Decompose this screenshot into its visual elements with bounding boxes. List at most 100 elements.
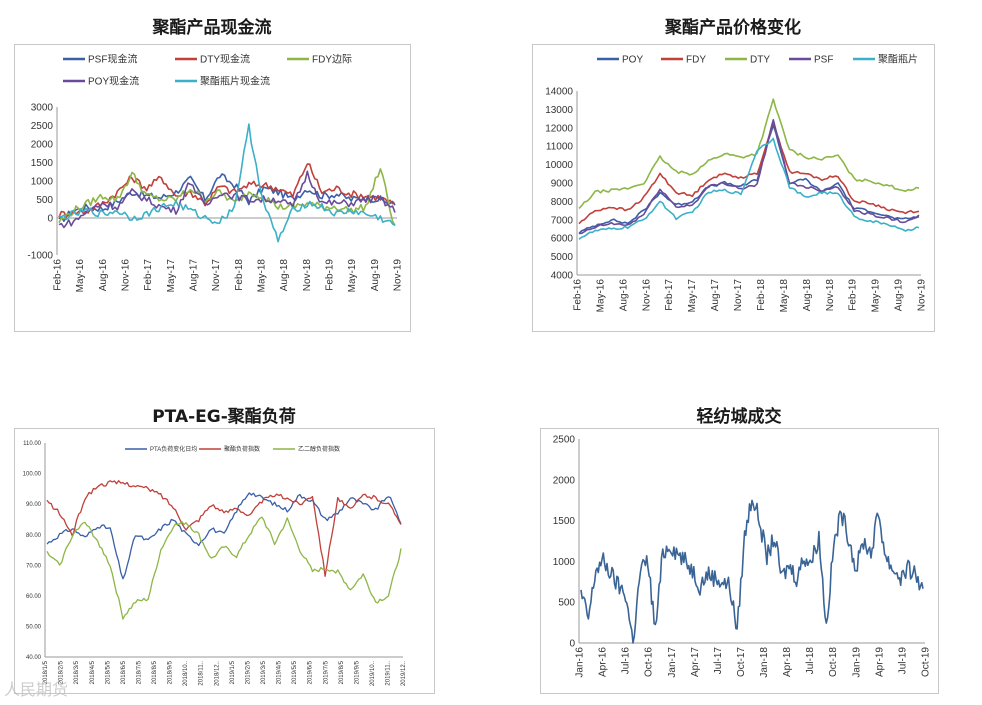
x-tick-label: Aug-16	[618, 279, 629, 312]
legend-label: 聚酯瓶片	[878, 53, 918, 66]
load-chart: 40.00 50.00 60.00 70.00 80.00 90.00 100.00 110.…	[23, 441, 407, 686]
x-tick-label: Apr-18	[782, 647, 793, 677]
y-tick-label: 5000	[551, 252, 574, 263]
x-tick-label: 2018/6/5	[121, 660, 127, 684]
legend-label: DTY	[750, 55, 770, 66]
y-tick-label: 7000	[551, 215, 574, 226]
price-chart: 4000 5000 6000 7000 8000 9000 10000 11000 12000 1…	[545, 53, 927, 313]
x-tick-label: 2019/11..	[386, 661, 392, 686]
x-tick-label: Feb-19	[325, 259, 336, 291]
legend-label: PSF现金流	[88, 53, 137, 66]
x-tick-label: 2018/10..	[183, 661, 189, 686]
x-tick-label: 2019/8/5	[339, 660, 345, 684]
x-tick-label: May-16	[595, 279, 606, 313]
y-tick-label: 14000	[545, 87, 573, 98]
chart-title: PTA-EG-聚酯负荷	[152, 407, 296, 427]
x-tick-label: Oct-16	[644, 647, 655, 677]
legend-label: POY现金流	[88, 75, 139, 88]
x-tick-label: May-19	[871, 279, 882, 313]
x-tick-label: Aug-18	[802, 279, 813, 312]
y-tick-label: 11000	[546, 142, 574, 153]
chart-title: 聚酯产品现金流	[152, 18, 272, 38]
x-tick-label: Feb-17	[143, 259, 154, 291]
x-tick-label: Nov-16	[121, 259, 132, 292]
series-line	[578, 124, 920, 235]
x-tick-label: Apr-16	[598, 647, 609, 677]
legend-label: DTY现金流	[200, 53, 250, 66]
x-tick-label: 2019/5/5	[292, 660, 298, 684]
cashflow-chart: -1000 0 500 1000 1500 2000 2500 3000 Feb-16 May-1…	[27, 53, 403, 293]
x-tick-label: Jan-17	[667, 647, 678, 678]
x-tick-label: Aug-17	[189, 259, 200, 292]
y-tick-label: 1500	[31, 158, 54, 169]
x-tick-label: Feb-18	[756, 279, 767, 311]
x-tick-label: 2018/1/5	[43, 660, 49, 684]
y-tick-label: 80.00	[26, 533, 42, 539]
series-line	[58, 170, 396, 229]
y-tick-label: 9000	[551, 179, 574, 190]
x-tick-label: 2018/8/5	[152, 660, 158, 684]
x-tick-label: Jul-16	[621, 647, 632, 675]
y-tick-label: -1000	[27, 251, 53, 262]
y-tick-label: 2500	[553, 435, 576, 446]
y-tick-label: 0	[47, 214, 53, 225]
x-tick-label: 2018/9/5	[168, 660, 174, 684]
y-tick-label: 100.00	[23, 472, 42, 478]
x-tick-label: 2018/7/5	[136, 660, 142, 684]
chart-frame: -1000 0 500 1000 1500 2000 2500 3000 Feb-16 May-1…	[14, 44, 411, 332]
x-tick-label: Aug-19	[894, 279, 905, 312]
y-tick-label: 4000	[551, 271, 574, 282]
series-line	[58, 123, 396, 243]
chart-title: 聚酯产品价格变化	[665, 18, 801, 38]
series-line	[578, 98, 920, 209]
x-tick-label: Oct-19	[921, 647, 932, 677]
x-tick-label: Jan-16	[575, 647, 586, 678]
x-tick-label: May-19	[347, 259, 358, 293]
y-tick-label: 500	[36, 195, 53, 206]
x-tick-label: 2019/7/5	[323, 660, 329, 684]
x-tick-label: Nov-17	[733, 279, 744, 312]
x-tick-label: Nov-17	[211, 259, 222, 292]
y-tick-label: 6000	[551, 234, 574, 245]
x-tick-label: Apr-17	[690, 647, 701, 677]
y-tick-label: 8000	[551, 197, 574, 208]
x-tick-label: Feb-18	[234, 259, 245, 291]
chart-frame: 4000 5000 6000 7000 8000 9000 10000 11000 12000 1…	[532, 44, 935, 332]
x-tick-label: Jan-19	[851, 647, 862, 678]
y-tick-label: 2000	[553, 475, 576, 486]
series-line	[46, 492, 402, 580]
series-line	[46, 516, 402, 620]
legend-label: 聚酯瓶片现金流	[200, 75, 270, 88]
x-tick-label: Aug-19	[370, 259, 381, 292]
x-tick-label: Jan-18	[759, 647, 770, 678]
legend-label: FDY	[686, 55, 706, 66]
x-tick-label: 2019/10..	[370, 661, 376, 686]
x-tick-label: Feb-16	[53, 259, 64, 291]
y-tick-label: 1000	[553, 557, 576, 568]
series-line	[58, 163, 396, 218]
x-tick-label: Oct-18	[828, 647, 839, 677]
chart-frame: 40.00 50.00 60.00 70.00 80.00 90.00 100.00 110.…	[14, 428, 435, 694]
x-tick-label: 2019/2/5	[245, 660, 251, 684]
legend-label: 乙二醇负荷指数	[298, 445, 340, 453]
x-tick-label: Aug-16	[98, 259, 109, 292]
y-tick-label: 12000	[545, 123, 573, 134]
y-tick-label: 13000	[545, 105, 573, 116]
x-tick-label: 2018/3/5	[74, 660, 80, 684]
y-tick-label: 2500	[31, 121, 54, 132]
x-tick-label: 2019/9/5	[354, 660, 360, 684]
x-tick-label: Jul-18	[805, 647, 816, 675]
y-tick-label: 50.00	[26, 625, 42, 631]
x-tick-label: May-17	[687, 279, 698, 313]
y-tick-label: 70.00	[26, 563, 42, 569]
y-tick-label: 3000	[31, 103, 54, 114]
x-tick-label: Apr-19	[874, 647, 885, 677]
x-tick-label: Nov-18	[825, 279, 836, 312]
watermark: 人民期货	[4, 680, 69, 699]
x-tick-label: 2018/5/5	[105, 660, 111, 684]
x-tick-label: 2018/4/5	[90, 660, 96, 684]
x-tick-label: 2019/12..	[401, 661, 407, 686]
legend-label: 聚酯负荷指数	[224, 445, 260, 453]
x-tick-label: Feb-19	[848, 279, 859, 311]
x-tick-label: Nov-16	[641, 279, 652, 312]
